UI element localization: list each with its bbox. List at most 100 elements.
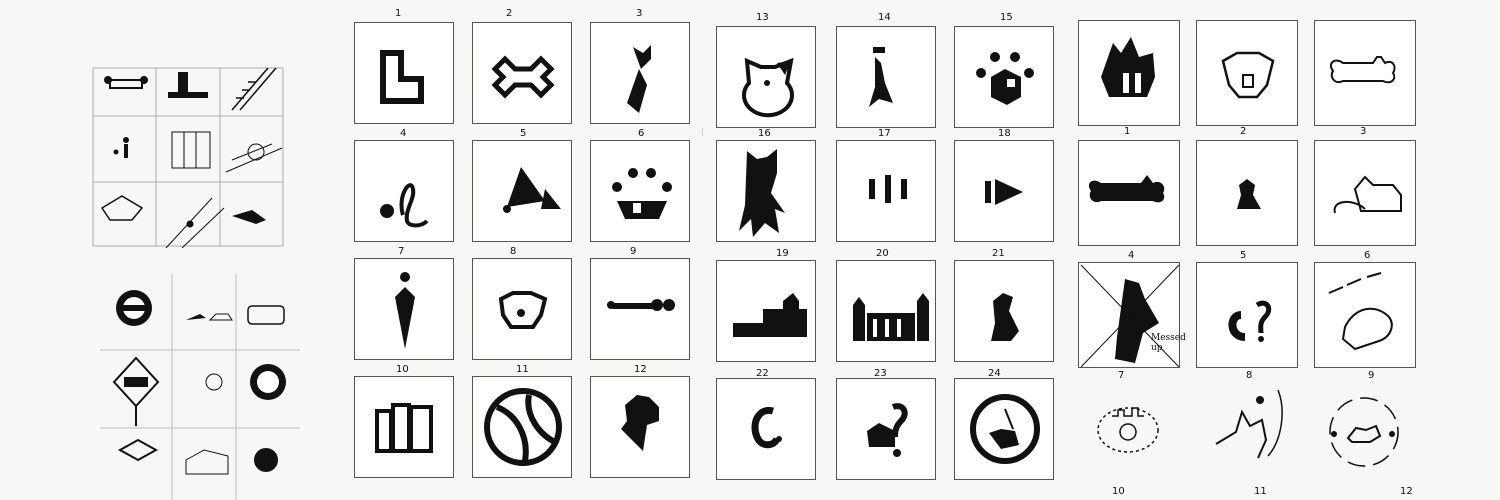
leash-swirl-icon [380, 183, 429, 228]
thumb-cell [1314, 20, 1416, 126]
thumb-number: 7 [398, 246, 405, 257]
thumb-number: 4 [400, 128, 407, 139]
thumb-cell [836, 260, 936, 362]
circle-dog-icon [484, 388, 562, 466]
key-bone-icon [607, 299, 675, 311]
dog-ear-icon [503, 167, 561, 213]
thumb-number: 11 [1254, 486, 1267, 497]
paw-cube-icon [976, 52, 1034, 105]
dog-running-sketch-icon [232, 210, 266, 224]
thumb-cell [836, 26, 936, 128]
thumb-cell [1314, 380, 1416, 486]
no-dog-sketch-icon [250, 364, 286, 400]
dog-face-icon [498, 291, 548, 329]
thumb-number: 12 [634, 364, 647, 375]
sketch-grid-bottom-drawing [100, 274, 300, 500]
thumb-number: 8 [510, 246, 517, 257]
messed-up-note: Messed up [1151, 333, 1186, 353]
thumb-cell [1314, 262, 1416, 368]
thumb-cell [472, 22, 572, 124]
question-dog-icon [867, 403, 908, 457]
thumb-number: 2 [1240, 126, 1247, 137]
thumb-number: 14 [878, 12, 891, 23]
thumb-cell [1196, 380, 1298, 486]
thumb-cell [1078, 140, 1180, 246]
sitting-dog-icon [991, 293, 1019, 341]
thumb-cell [590, 258, 690, 360]
thumb-cell [954, 378, 1054, 480]
thumb-number: 10 [396, 364, 409, 375]
thumb-cell [472, 140, 572, 242]
thumb-cell [472, 376, 572, 478]
thumb-number: 3 [636, 8, 643, 19]
bone-key-solid-icon [1088, 175, 1165, 203]
buildings-icon [375, 403, 433, 453]
thumbnail-panel-b: 1 2 3 4 5 6 Messed up 7 8 9 10 11 12 [1074, 6, 1500, 500]
thumb-cell [836, 140, 936, 242]
thumb-cell [354, 258, 454, 360]
thumb-cell [590, 140, 690, 242]
thumb-cell [1196, 140, 1298, 246]
thumb-number: 9 [1368, 370, 1375, 381]
thumb-cell [1078, 20, 1180, 126]
thumb-number: 1 [1124, 126, 1131, 137]
thumb-cell [1314, 140, 1416, 246]
thumb-number: 6 [638, 128, 645, 139]
dog-head-profile-icon [621, 395, 659, 451]
thumb-number: 23 [874, 368, 887, 379]
thumb-number: 19 [776, 248, 789, 259]
thumb-cell [1078, 380, 1180, 486]
cat-tie-icon [627, 45, 651, 113]
thumb-cell [716, 260, 816, 362]
thumb-number: 3 [1360, 126, 1367, 137]
thumb-cell [954, 260, 1054, 362]
dog-silhouette-tall-icon [739, 149, 785, 237]
cat-leash-icon [1333, 175, 1402, 214]
thumb-number: 15 [1000, 12, 1013, 23]
compass-dog-icon [970, 394, 1040, 464]
thumb-cell [836, 378, 936, 480]
castle-fire-icon [1101, 37, 1155, 97]
left-sketch-grid-top [92, 48, 284, 248]
hydrant-sketch-icon [168, 72, 208, 98]
thumb-number: 9 [630, 246, 637, 257]
thumb-number: 13 [756, 12, 769, 23]
crossed-out-dog-icon [1080, 264, 1180, 368]
crosswalk-sketch-icon [225, 143, 283, 173]
sketch-grid-top-drawing [92, 67, 284, 248]
thumb-cell [354, 22, 454, 124]
thumb-number: 7 [1118, 370, 1125, 381]
thumb-number: 24 [988, 368, 1001, 379]
small-dog-icon [1237, 179, 1261, 209]
fence-icon [853, 293, 929, 341]
thumb-number: 5 [1240, 250, 1247, 261]
orbit-dog-icon [1329, 397, 1399, 467]
stripes-icon [869, 175, 907, 203]
thumb-cell [590, 376, 690, 478]
paw-print-icon [612, 168, 672, 219]
thumb-number: 12 [1400, 486, 1413, 497]
thumb-cell [1196, 262, 1298, 368]
thumb-number: 10 [1112, 486, 1125, 497]
left-sketch-grid-bottom [100, 264, 300, 500]
thumb-cell [472, 258, 572, 360]
bone-castle-outline-icon [1329, 56, 1396, 84]
circle-bone-sketch-icon [116, 290, 152, 326]
warning-sign-bone-icon [112, 356, 160, 426]
l-block-icon [380, 50, 424, 104]
thumb-number: 11 [516, 364, 529, 375]
thumb-cell [354, 140, 454, 242]
stairs-sketch-icon [231, 67, 277, 111]
house-sketch-icon [100, 195, 144, 221]
paw-diamond-icon [395, 272, 415, 349]
dog-silhouette-sketch-icon [254, 448, 278, 472]
thumb-number: 6 [1364, 250, 1371, 261]
jumping-dog-outline-icon [1215, 389, 1283, 459]
thumb-number: 22 [756, 368, 769, 379]
thumb-number: 2 [506, 8, 513, 19]
house-small-sketch-icon [185, 449, 229, 475]
key-bone-sketch-icon [104, 76, 148, 89]
cat-face-icon [742, 57, 794, 118]
plane-car-sketch-icon [186, 313, 233, 321]
thumb-cell [954, 26, 1054, 128]
